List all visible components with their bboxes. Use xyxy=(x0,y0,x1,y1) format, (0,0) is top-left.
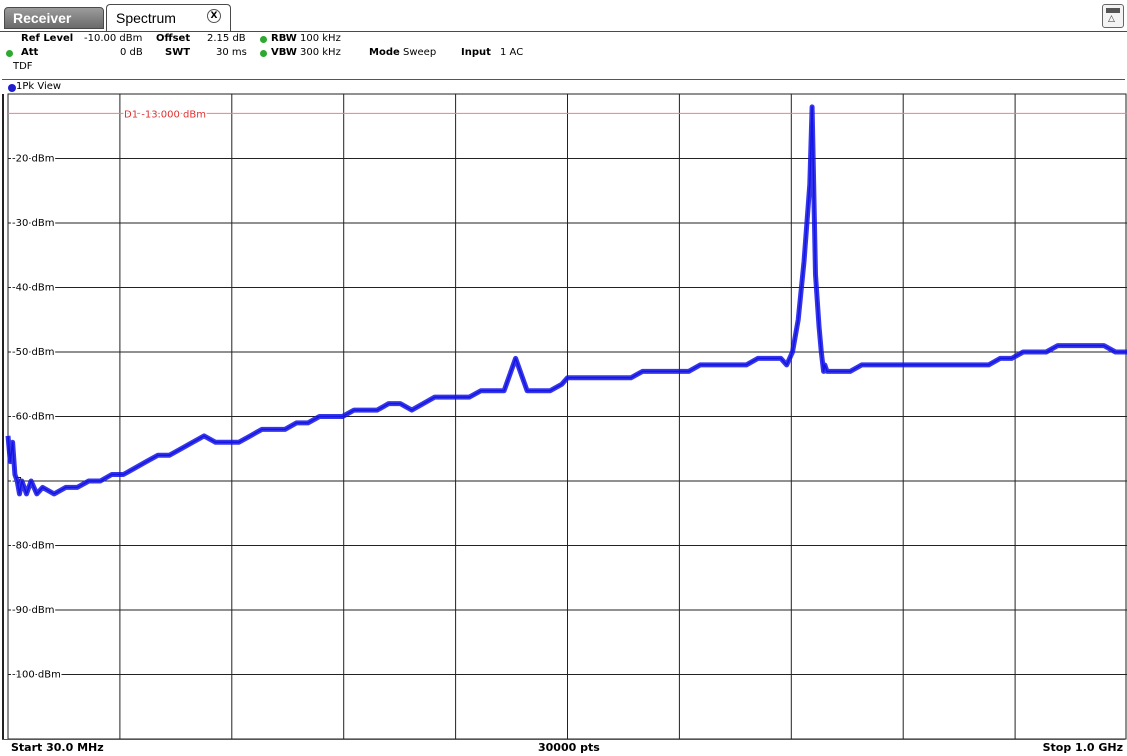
vbw-value: 300 kHz xyxy=(300,47,341,58)
att-coupled-indicator xyxy=(6,50,13,57)
swt-value: 30 ms xyxy=(216,47,247,58)
y-tick-label: -50 dBm xyxy=(12,347,54,358)
att-value: 0 dB xyxy=(120,47,143,58)
y-tick-label: -30 dBm xyxy=(12,218,54,229)
tab-bar: Receiver Spectrum X △ xyxy=(0,0,1127,32)
tdf-label: TDF xyxy=(13,61,33,72)
trace-line xyxy=(7,106,1127,495)
input-label: Input xyxy=(461,47,491,58)
rbw-label: RBW xyxy=(271,33,297,44)
view-label: 1Pk View xyxy=(16,81,62,92)
close-icon[interactable]: X xyxy=(207,9,221,23)
hardware-bar-icon xyxy=(1106,8,1120,13)
tab-receiver-label: Receiver xyxy=(13,10,72,26)
stop-frequency-label: Stop 1.0 GHz xyxy=(1042,741,1123,754)
offset-label: Offset xyxy=(156,33,191,44)
triangle-icon: △ xyxy=(1108,14,1115,24)
start-frequency-label: Start 30.0 MHz xyxy=(11,741,104,754)
ref-level-label: Ref Level xyxy=(21,33,74,44)
att-label: Att xyxy=(21,47,39,58)
tab-spectrum[interactable]: Spectrum X xyxy=(106,4,231,32)
rbw-coupled-indicator xyxy=(260,36,267,43)
footer-bar: Start 30.0 MHz 30000 pts Stop 1.0 GHz xyxy=(2,739,1125,756)
y-tick-label: -80 dBm xyxy=(12,541,54,552)
tab-receiver[interactable]: Receiver xyxy=(4,7,104,29)
tab-spectrum-label: Spectrum xyxy=(116,10,176,26)
window-title-bar: 1Pk View xyxy=(2,79,1125,94)
sweep-points-label: 30000 pts xyxy=(538,741,600,754)
mode-value: Sweep xyxy=(403,47,437,58)
y-tick-label: -100 dBm xyxy=(12,670,61,681)
vbw-label: VBW xyxy=(271,47,297,58)
ref-level-value: -10.00 dBm xyxy=(84,33,143,44)
y-tick-label: -20 dBm xyxy=(12,154,54,165)
input-value: 1 AC xyxy=(500,47,524,58)
tab-baseline xyxy=(0,31,1127,32)
trace-indicator-icon xyxy=(8,84,16,92)
settings-panel: Ref Level -10.00 dBm Offset 2.15 dB RBW … xyxy=(0,32,1127,79)
y-tick-label: -90 dBm xyxy=(12,605,54,616)
hardware-settings-icon[interactable]: △ xyxy=(1102,4,1124,28)
mode-label: Mode xyxy=(369,47,400,58)
y-tick-label: -40 dBm xyxy=(12,283,54,294)
threshold-label: D1 -13.000 dBm xyxy=(124,109,206,120)
rbw-value: 100 kHz xyxy=(300,33,341,44)
offset-value: 2.15 dB xyxy=(207,33,246,44)
vbw-coupled-indicator xyxy=(260,50,267,57)
swt-label: SWT xyxy=(165,47,191,58)
y-tick-label: -60 dBm xyxy=(12,412,54,423)
